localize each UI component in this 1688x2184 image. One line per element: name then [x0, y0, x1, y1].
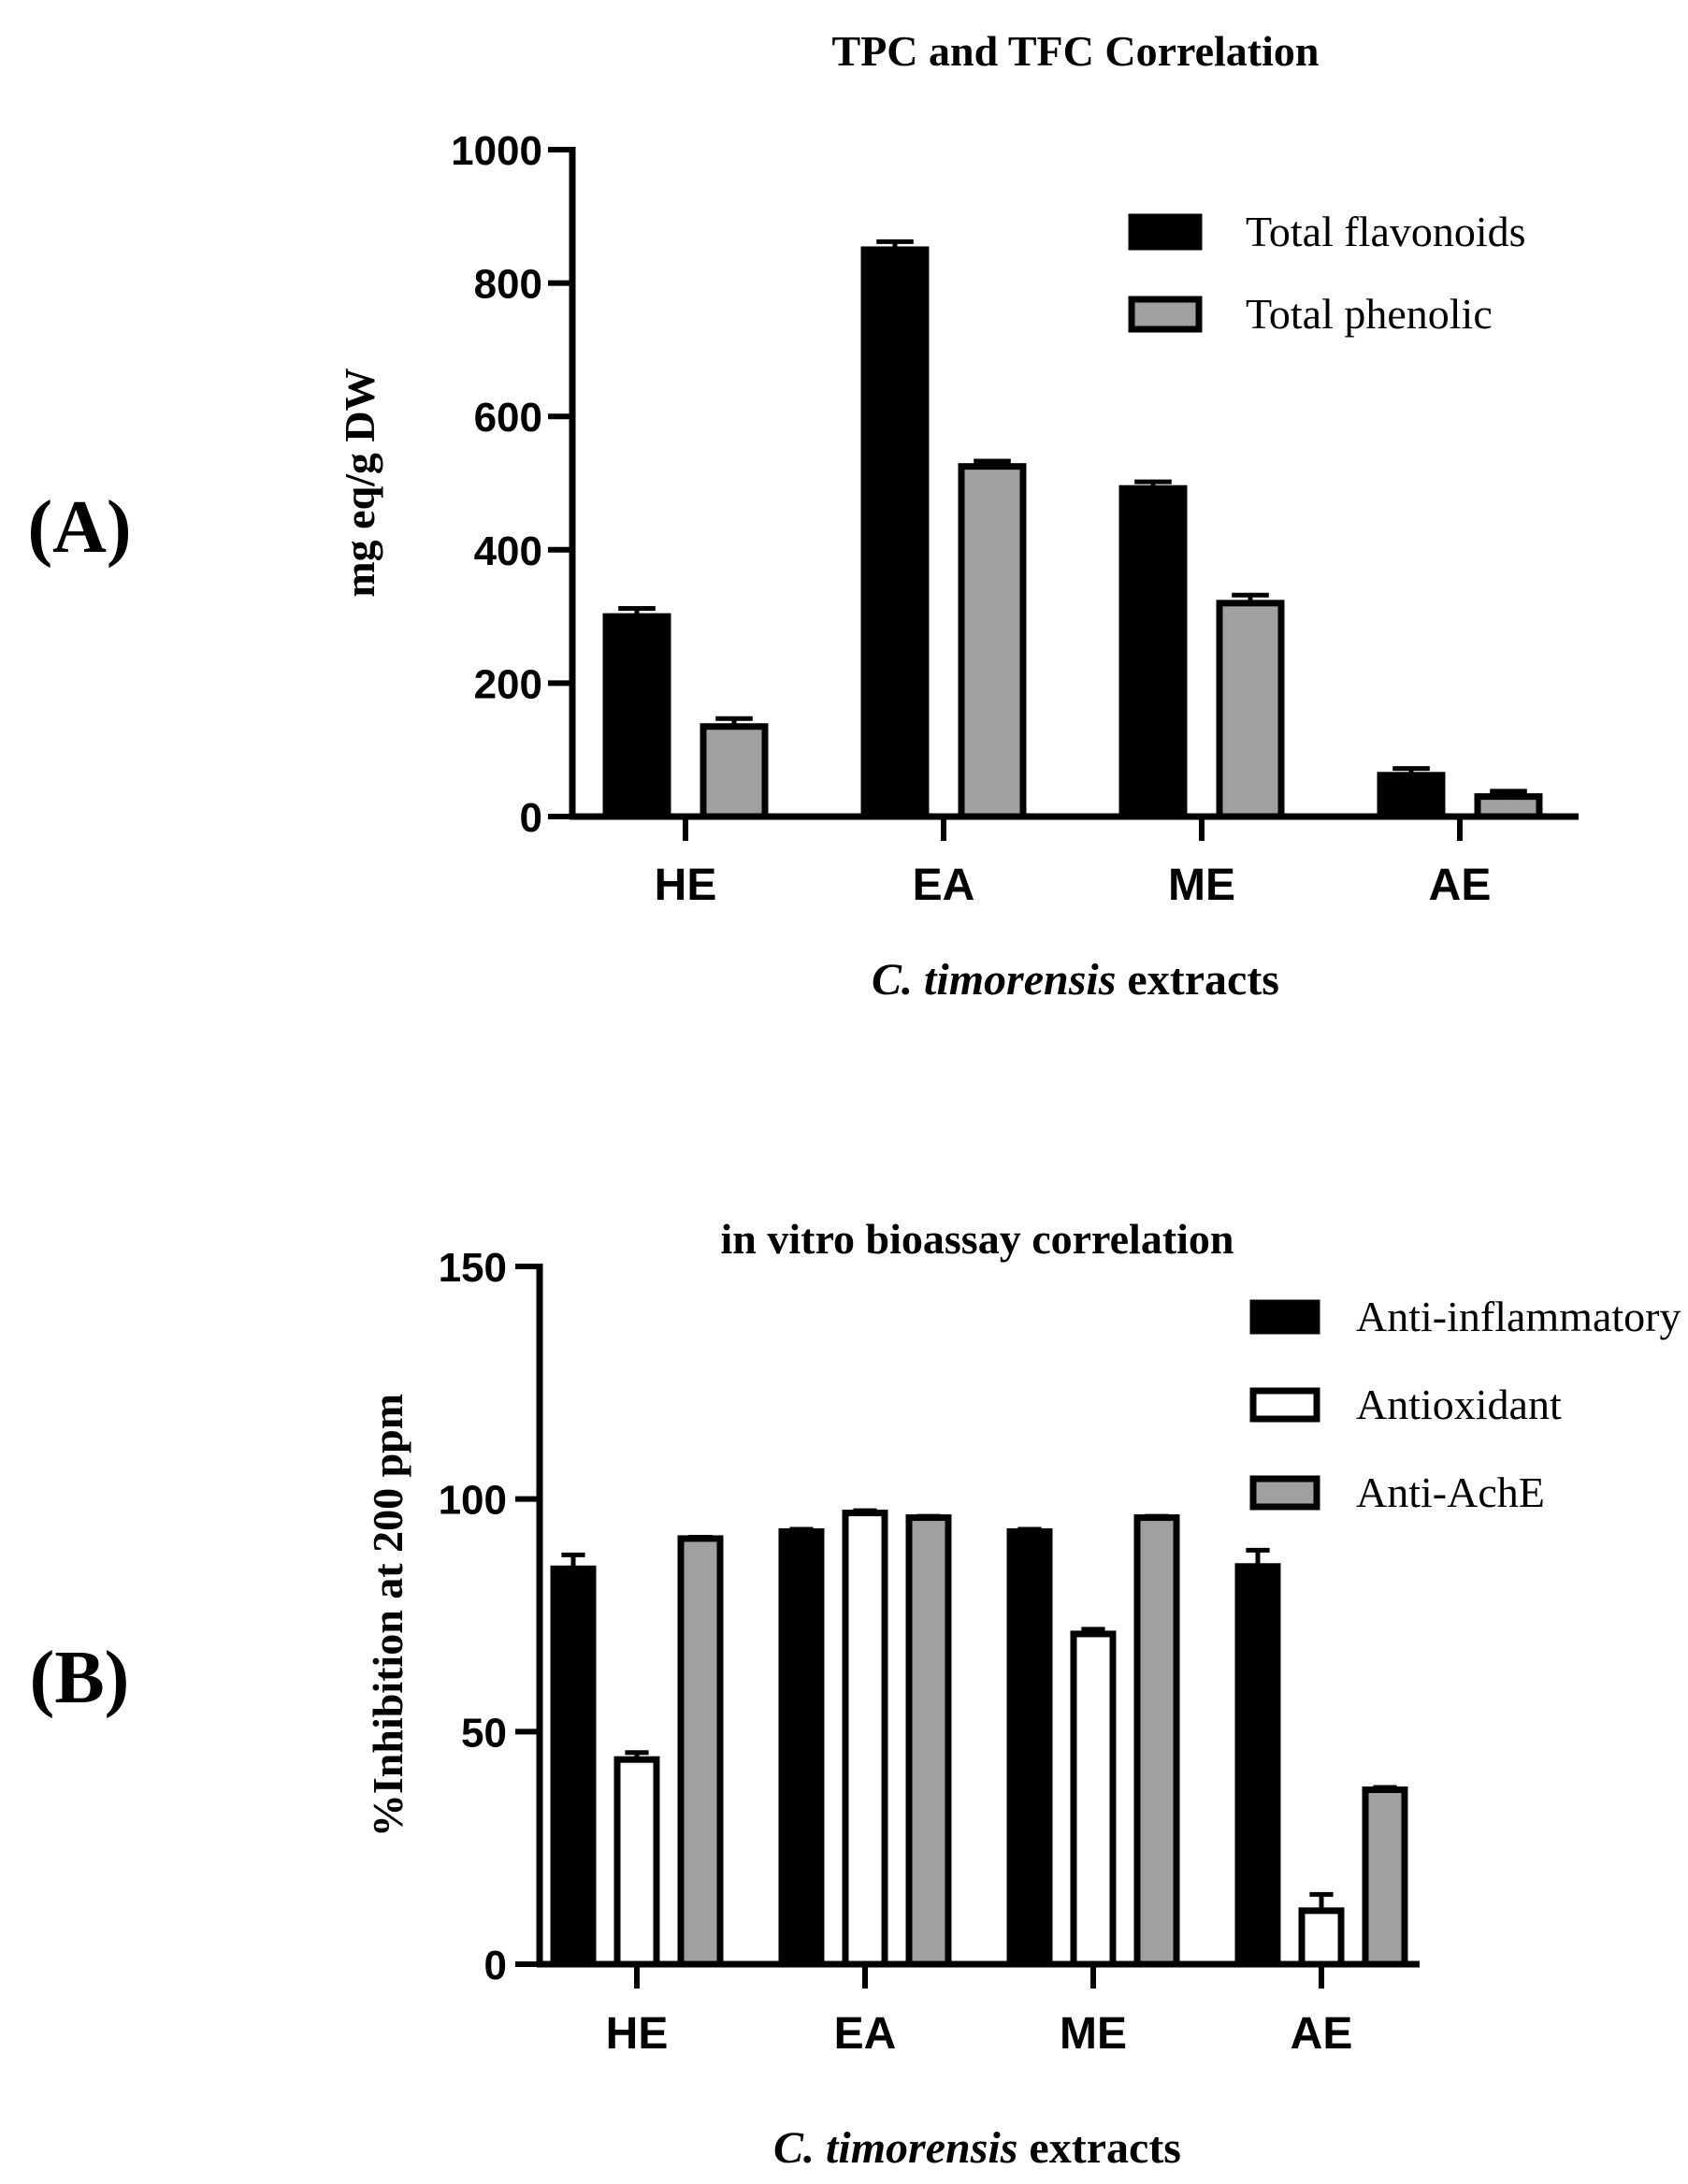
y-tick-label: 0 [520, 795, 542, 841]
legend: Anti-inflammatory Antioxidant Anti-AchE [1249, 1293, 1681, 1516]
bar-anti-ache-me [1133, 1514, 1180, 1968]
bar-anti-inflammatory-ea [778, 1527, 825, 1968]
panel-label: (B) [30, 1637, 130, 1719]
x-axis-label-italic: C. timorensis [773, 2123, 1017, 2173]
bar-total-phenolic-ae [1474, 793, 1543, 820]
y-tick-label: 600 [474, 395, 542, 441]
bar-total-phenolic-me [1216, 600, 1285, 820]
bar-total-flavonoids-ae [1377, 772, 1446, 820]
x-tick-label-me: ME [1168, 861, 1235, 910]
x-axis-label-italic: C. timorensis [872, 955, 1116, 1005]
legend-swatch [1249, 1387, 1320, 1423]
x-tick-label-he: HE [606, 2009, 669, 2059]
chart-panel-b: (B) in vitro bioassay correlation 0 50 100 15… [30, 1215, 1681, 2173]
x-axis-label-rest: extracts [1116, 955, 1279, 1005]
x-tick-label-ae: AE [1429, 861, 1492, 910]
x-tick-label-ea: EA [913, 861, 975, 910]
bar-antioxidant-ae [1298, 1907, 1345, 1968]
legend-label: Anti-inflammatory [1356, 1293, 1681, 1340]
y-tick-label: 1000 [451, 128, 542, 174]
legend-swatch [1249, 1475, 1320, 1511]
bar-total-flavonoids-me [1118, 485, 1188, 820]
legend-swatch [1128, 296, 1203, 333]
y-tick-label: 150 [439, 1245, 507, 1291]
y-tick-label: 200 [474, 661, 542, 707]
bar-total-phenolic-he [700, 723, 769, 820]
y-axis-label: %Inhibition at 200 ppm [364, 1394, 411, 1837]
bar-anti-ache-ea [905, 1514, 952, 1968]
bar-total-flavonoids-he [602, 613, 671, 820]
chart-panel-a: (A) TPC and TFC Correlation 0 200 400 600 800 1… [27, 27, 1579, 1005]
y-tick-label: 400 [474, 528, 542, 574]
chart-title: TPC and TFC Correlation [832, 27, 1320, 75]
y-tick-label: 800 [474, 262, 542, 308]
y-axis-label: mg eq/g DW [336, 368, 383, 597]
bar-antioxidant-me [1070, 1630, 1117, 1968]
x-tick-label-me: ME [1060, 2009, 1127, 2059]
x-tick-label-ae: AE [1291, 2009, 1353, 2059]
bar-antioxidant-ea [842, 1510, 888, 1968]
bar-anti-ache-ae [1362, 1786, 1408, 1968]
x-axis-label: C. timorensis extracts [872, 955, 1279, 1005]
y-tick-label: 50 [461, 1710, 507, 1756]
panel-label: (A) [27, 486, 131, 569]
x-tick-label-ea: EA [834, 2009, 897, 2059]
bar-anti-inflammatory-me [1006, 1527, 1053, 1968]
legend-label: Anti-AchE [1356, 1468, 1545, 1516]
y-tick-label: 0 [484, 1943, 507, 1989]
x-axis-label: C. timorensis extracts [773, 2123, 1181, 2173]
x-axis-label-rest: extracts [1017, 2123, 1181, 2173]
bar-total-phenolic-ea [958, 463, 1027, 820]
legend-label: Antioxidant [1356, 1381, 1562, 1428]
legend-swatch [1128, 213, 1203, 251]
y-tick-label: 100 [439, 1478, 507, 1524]
legend-swatch [1249, 1299, 1320, 1335]
legend-label: Total flavonoids [1246, 208, 1526, 255]
bar-anti-inflammatory-he [550, 1565, 597, 1968]
legend: Total flavonoids Total phenolic [1128, 208, 1526, 338]
bar-total-flavonoids-ea [860, 246, 930, 820]
chart-title: in vitro bioassay correlation [720, 1215, 1234, 1263]
bar-anti-ache-he [677, 1535, 724, 1968]
bar-anti-inflammatory-ae [1234, 1563, 1281, 1968]
x-tick-label-he: HE [655, 861, 717, 910]
legend-label: Total phenolic [1246, 290, 1493, 338]
bar-antioxidant-he [613, 1756, 660, 1968]
